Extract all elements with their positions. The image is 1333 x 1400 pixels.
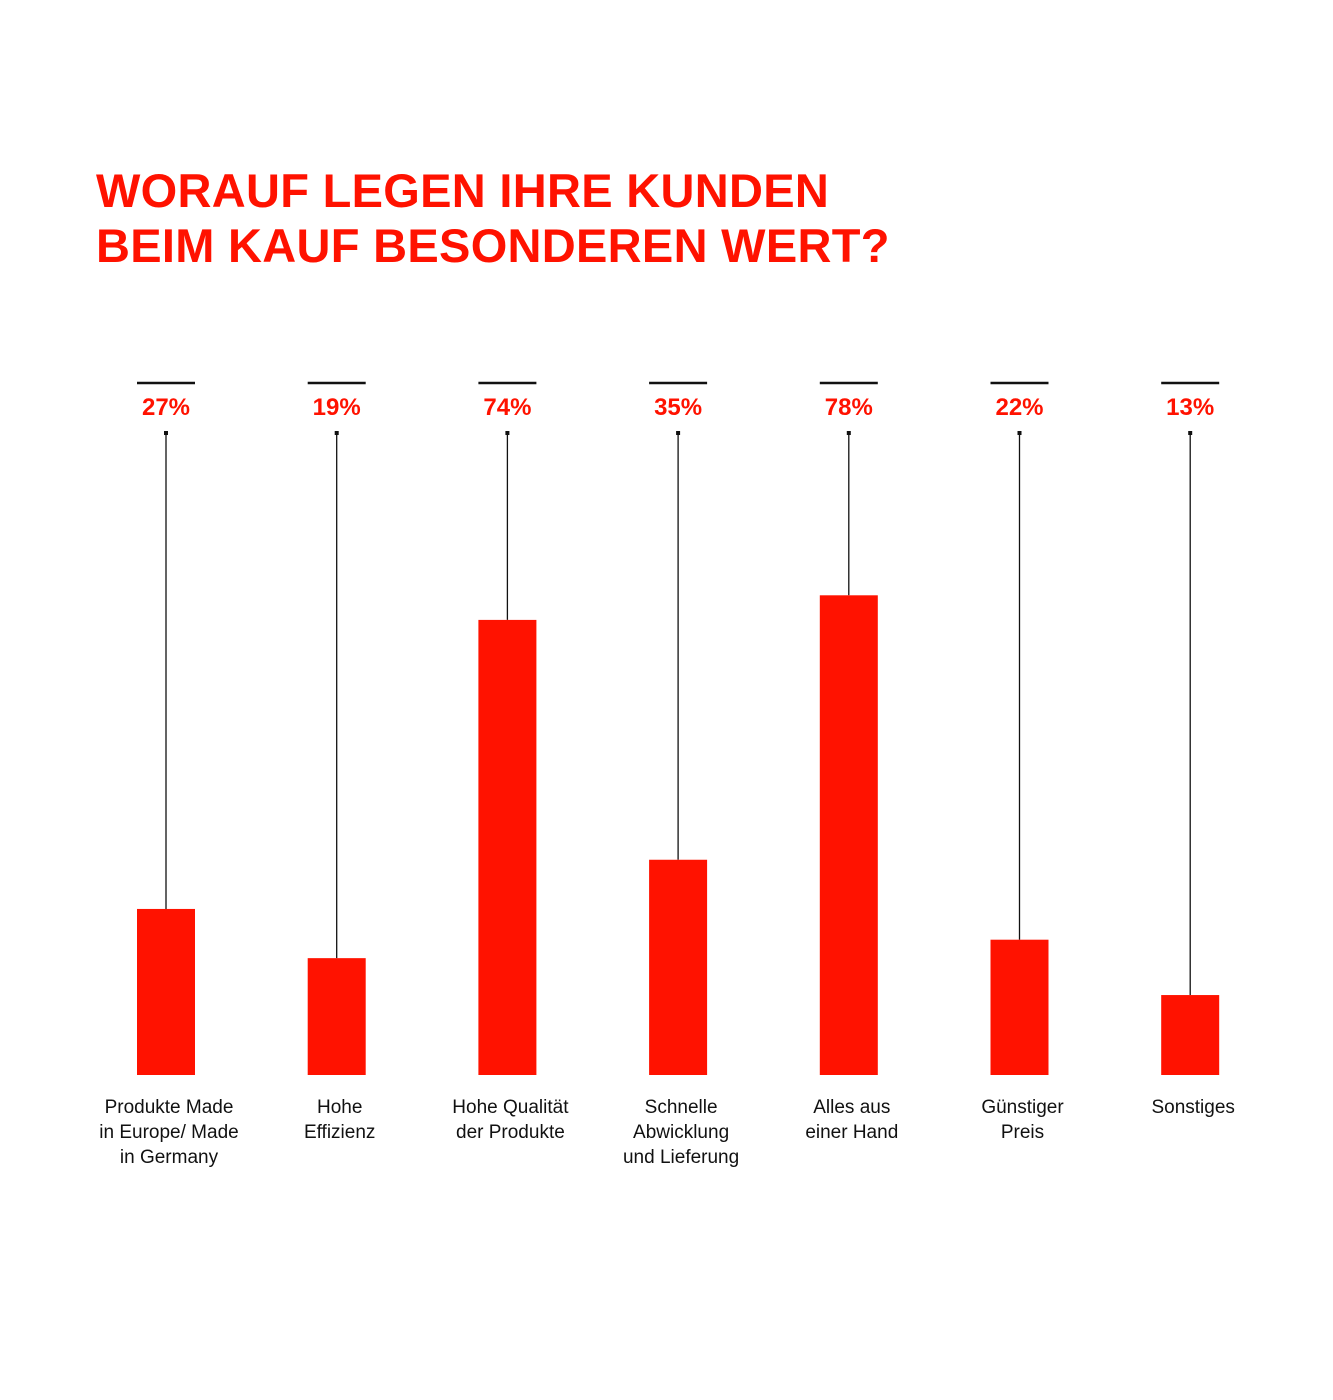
bar-value-label: 78% xyxy=(825,394,873,421)
category-label: Abwicklung xyxy=(633,1122,729,1143)
chart-title-line-2: BEIM KAUF BESONDEREN WERT? xyxy=(96,219,890,272)
bar xyxy=(990,939,1049,1075)
bar-value-label: 74% xyxy=(483,394,531,421)
category-label: Sonstiges xyxy=(1151,1097,1234,1118)
category-label: Alles aus xyxy=(813,1097,890,1118)
bar-value-label: 19% xyxy=(313,394,361,421)
category-label: Hohe xyxy=(317,1097,362,1118)
bar-value-label: 27% xyxy=(142,394,190,421)
category-label: Hohe Qualität xyxy=(452,1097,569,1118)
bar-value-label: 13% xyxy=(1166,394,1214,421)
bar-value-label: 35% xyxy=(654,394,702,421)
category-label: einer Hand xyxy=(805,1122,898,1143)
category-label: in Europe/ Made xyxy=(99,1122,238,1143)
category-label: Produkte Made xyxy=(105,1097,234,1118)
bar xyxy=(1161,995,1220,1075)
category-label: der Produkte xyxy=(456,1122,565,1143)
category-label: in Germany xyxy=(120,1147,219,1168)
category-label: und Lieferung xyxy=(623,1147,739,1168)
category-label: Schnelle xyxy=(645,1097,718,1118)
bar xyxy=(478,619,537,1075)
category-label: Effizienz xyxy=(304,1122,375,1143)
bar xyxy=(307,958,366,1075)
category-label: Preis xyxy=(1001,1122,1044,1143)
chart-title: WORAUF LEGEN IHRE KUNDEN BEIM KAUF BESON… xyxy=(96,163,890,273)
chart-title-line-1: WORAUF LEGEN IHRE KUNDEN xyxy=(96,164,830,217)
category-label: Günstiger xyxy=(981,1097,1064,1118)
bar-value-label: 22% xyxy=(995,394,1043,421)
bar xyxy=(819,595,878,1075)
bar xyxy=(137,908,195,1075)
bar xyxy=(649,859,708,1075)
